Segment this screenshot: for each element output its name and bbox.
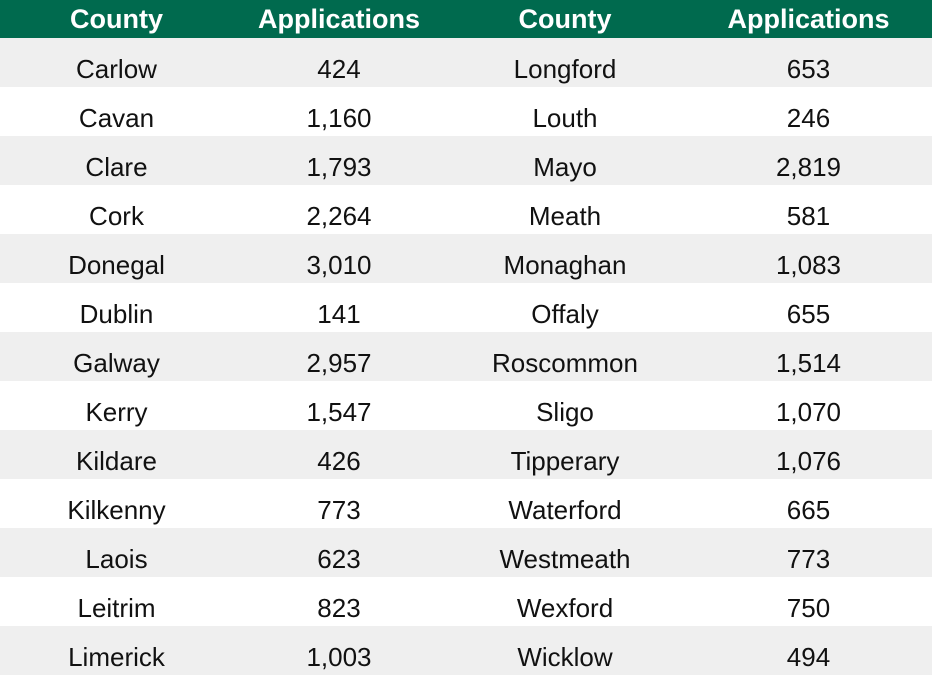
county-cell: Kerry [85,397,148,427]
applications-cell: 1,076 [775,446,842,476]
applications-cell: 1,160 [306,103,372,133]
header-county-left: County [70,3,163,34]
applications-cell: 246 [786,103,831,133]
county-cell: Waterford [508,495,622,525]
applications-cell: 1,793 [306,152,372,182]
county-cell: Cavan [78,103,155,133]
county-cell: Sligo [536,397,594,427]
table-row: Donegal 3,010 Monaghan 1,083 [0,234,932,283]
county-cell: Tipperary [510,446,620,476]
header-row: County Applications County Applications [0,0,932,38]
applications-cell: 3,010 [306,250,372,280]
applications-cell: 773 [786,544,831,574]
table-row: Cavan 1,160 Louth 246 [0,87,932,136]
county-cell: Laois [85,544,148,574]
county-cell: Mayo [533,152,597,182]
county-cell: Dublin [79,299,154,329]
applications-cell: 494 [786,642,831,672]
county-cell: Wicklow [517,642,613,672]
applications-cell: 2,957 [306,348,372,378]
applications-cell: 653 [786,54,831,84]
table-body: Carlow 424 Longford 653 Cavan 1,160 Louth 246 Cl… [0,38,932,675]
table-row: Limerick 1,003 Wicklow 494 [0,626,932,675]
county-cell: Donegal [68,250,165,280]
applications-cell: 623 [317,544,361,574]
table-row: Leitrim 823 Wexford 750 [0,577,932,626]
applications-cell: 665 [786,495,831,525]
applications-cell: 823 [317,593,361,623]
applications-cell: 426 [317,446,361,476]
applications-cell: 1,514 [775,348,842,378]
applications-cell: 1,083 [775,250,842,280]
county-cell: Wexford [516,593,614,623]
county-cell: Leitrim [77,593,156,623]
header-applications-right: Applications [727,3,890,34]
county-cell: Kilkenny [67,495,166,525]
applications-cell: 773 [317,495,361,525]
table-row: Kerry 1,547 Sligo 1,070 [0,381,932,430]
applications-cell: 1,070 [775,397,842,427]
county-cell: Carlow [76,54,157,84]
county-cell: Monaghan [503,250,627,280]
applications-cell: 2,264 [306,201,372,231]
applications-cell: 1,003 [306,642,372,672]
table-row: Kildare 426 Tipperary 1,076 [0,430,932,479]
applications-cell: 1,547 [306,397,372,427]
table-row: Galway 2,957 Roscommon 1,514 [0,332,932,381]
header-applications-left: Applications [257,3,420,34]
county-cell: Louth [532,103,598,133]
county-cell: Galway [73,348,160,378]
county-cell: Meath [528,201,602,231]
county-cell: Limerick [68,642,165,672]
table-row: Cork 2,264 Meath 581 [0,185,932,234]
county-cell: Westmeath [499,544,631,574]
applications-cell: 655 [786,299,831,329]
county-cell: Cork [89,201,144,231]
applications-cell: 581 [786,201,831,231]
county-cell: Roscommon [492,348,638,378]
county-cell: Clare [85,152,148,182]
applications-cell: 750 [786,593,831,623]
table-header: County Applications County Applications [0,0,932,38]
table-row: Dublin 141 Offaly 655 [0,283,932,332]
table-row: Clare 1,793 Mayo 2,819 [0,136,932,185]
table-row: Kilkenny 773 Waterford 665 [0,479,932,528]
county-cell: Longford [513,54,617,84]
county-cell: Kildare [76,446,157,476]
applications-cell: 141 [317,299,361,329]
applications-cell: 2,819 [775,152,842,182]
header-county-right: County [518,3,612,34]
table-row: Laois 623 Westmeath 773 [0,528,932,577]
table-row: Carlow 424 Longford 653 [0,38,932,87]
applications-cell: 424 [317,54,361,84]
county-cell: Offaly [531,299,599,329]
